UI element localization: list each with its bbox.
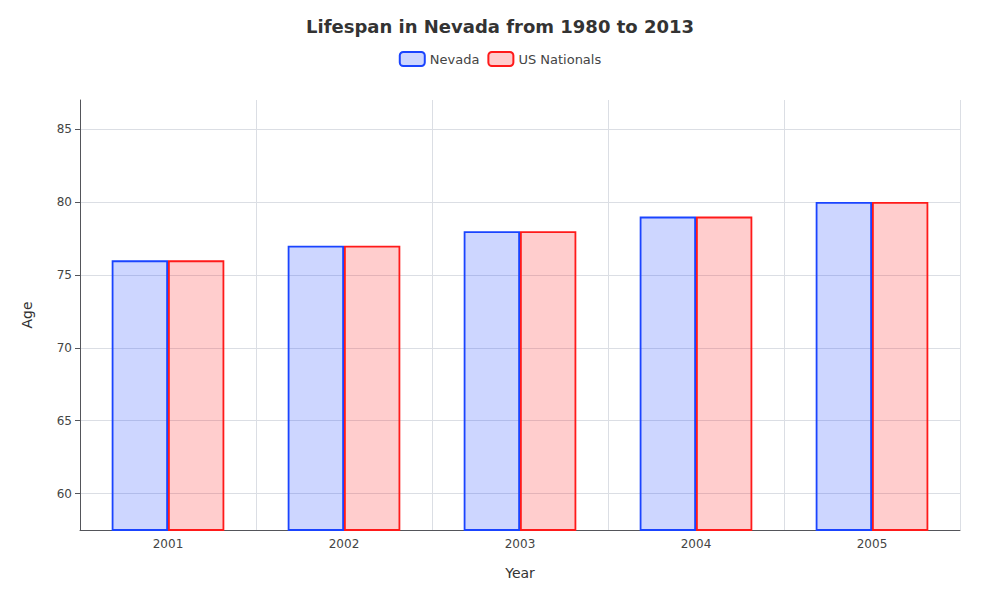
svg-text:65: 65 bbox=[57, 414, 72, 428]
svg-text:2005: 2005 bbox=[857, 537, 888, 551]
svg-text:Age: Age bbox=[19, 301, 35, 328]
svg-text:2004: 2004 bbox=[681, 537, 712, 551]
svg-text:70: 70 bbox=[57, 341, 72, 355]
svg-text:US Nationals: US Nationals bbox=[518, 52, 601, 67]
svg-text:60: 60 bbox=[57, 487, 72, 501]
svg-text:Nevada: Nevada bbox=[430, 52, 480, 67]
svg-text:75: 75 bbox=[57, 268, 72, 282]
svg-text:80: 80 bbox=[57, 195, 72, 209]
svg-text:2002: 2002 bbox=[329, 537, 360, 551]
svg-text:Lifespan in Nevada from 1980 t: Lifespan in Nevada from 1980 to 2013 bbox=[306, 16, 694, 37]
svg-text:2003: 2003 bbox=[505, 537, 536, 551]
svg-text:Year: Year bbox=[504, 565, 535, 581]
svg-text:85: 85 bbox=[57, 122, 72, 136]
svg-text:2001: 2001 bbox=[153, 537, 184, 551]
